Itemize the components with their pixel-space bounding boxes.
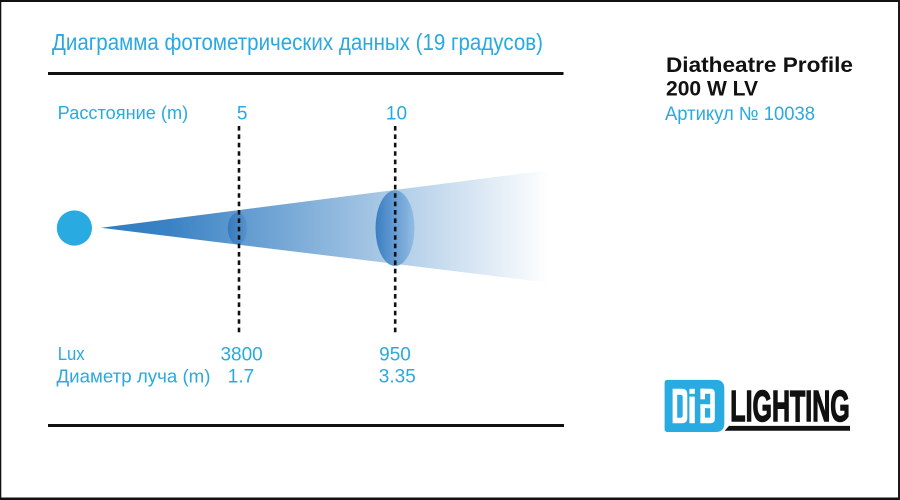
svg-text:Расстояние (m): Расстояние (m) bbox=[58, 103, 189, 123]
svg-text:10: 10 bbox=[386, 104, 407, 125]
svg-text:Диаметр луча (m): Диаметр луча (m) bbox=[57, 367, 211, 387]
svg-text:200 W LV: 200 W LV bbox=[666, 77, 759, 101]
svg-text:5: 5 bbox=[237, 104, 248, 125]
svg-text:Lux: Lux bbox=[58, 344, 85, 364]
svg-text:LIGHTING: LIGHTING bbox=[730, 382, 849, 431]
svg-text:Диаграмма фотометрических данн: Диаграмма фотометрических данных (19 гра… bbox=[52, 29, 543, 55]
svg-text:3.35: 3.35 bbox=[379, 367, 416, 388]
svg-text:3800: 3800 bbox=[220, 344, 262, 365]
svg-text:1.7: 1.7 bbox=[228, 367, 254, 388]
svg-text:950: 950 bbox=[379, 344, 411, 365]
svg-text:Артикул № 10038: Артикул № 10038 bbox=[665, 104, 815, 125]
svg-text:Diatheatre Profile: Diatheatre Profile bbox=[666, 53, 853, 77]
